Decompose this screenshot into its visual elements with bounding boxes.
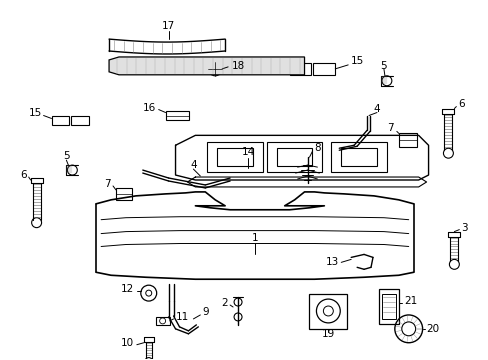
Text: 21: 21: [403, 296, 416, 306]
Bar: [398, 133, 416, 147]
Bar: [313, 63, 335, 75]
Text: 4: 4: [373, 104, 380, 113]
Text: 13: 13: [325, 257, 339, 267]
Text: 6: 6: [20, 170, 27, 180]
Text: 5: 5: [63, 151, 70, 161]
Text: 19: 19: [321, 329, 334, 339]
Text: 7: 7: [386, 123, 393, 134]
Text: 6: 6: [457, 99, 464, 109]
Text: 11: 11: [175, 312, 188, 322]
Bar: [165, 111, 189, 121]
Bar: [155, 317, 169, 325]
Text: 4: 4: [190, 160, 196, 170]
Bar: [289, 63, 311, 75]
Text: 15: 15: [28, 108, 41, 117]
Bar: [71, 116, 89, 125]
Bar: [116, 188, 132, 200]
Text: 10: 10: [121, 338, 134, 348]
Bar: [266, 142, 322, 172]
Bar: [51, 116, 69, 125]
Text: 12: 12: [121, 284, 134, 294]
Text: 15: 15: [350, 56, 364, 66]
Text: 7: 7: [104, 179, 111, 189]
Text: 17: 17: [162, 21, 175, 31]
Text: 3: 3: [460, 222, 467, 233]
Text: 8: 8: [314, 143, 321, 153]
Bar: [276, 148, 312, 166]
Bar: [331, 142, 386, 172]
Bar: [217, 148, 252, 166]
Text: 20: 20: [426, 324, 439, 334]
Bar: [207, 142, 263, 172]
Bar: [381, 294, 395, 319]
Text: 9: 9: [202, 307, 208, 317]
Text: 14: 14: [241, 147, 254, 157]
Bar: [378, 289, 398, 324]
Bar: [309, 294, 346, 329]
Bar: [341, 148, 376, 166]
Text: 2: 2: [221, 298, 228, 308]
Text: 16: 16: [142, 103, 155, 113]
Polygon shape: [109, 57, 304, 75]
Text: 18: 18: [232, 61, 245, 71]
Text: 1: 1: [251, 233, 258, 243]
Text: 5: 5: [380, 61, 386, 71]
